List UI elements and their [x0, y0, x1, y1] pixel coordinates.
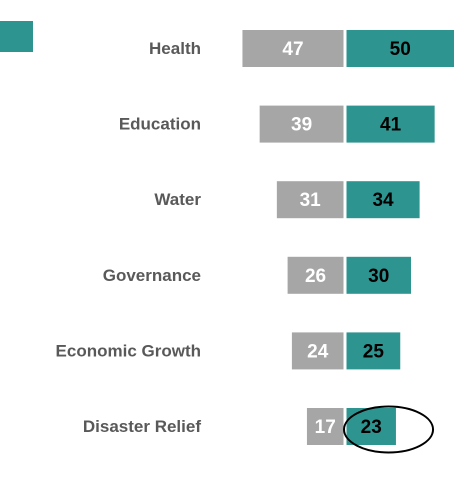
- bar-right-water: [346, 181, 420, 219]
- annotation-circle: [343, 405, 435, 454]
- value-label-left-economic-growth: 24: [307, 341, 329, 362]
- chart-row-education: Education 39 41: [119, 105, 435, 143]
- category-label-health: Health: [149, 39, 201, 58]
- value-label-right-education: 41: [380, 115, 402, 136]
- chart-row-health: Health 47 50: [149, 30, 454, 67]
- category-label-economic-growth: Economic Growth: [56, 341, 201, 360]
- bar-right-economic-growth: [346, 332, 401, 370]
- bar-right-education: [346, 105, 435, 143]
- category-label-water: Water: [154, 190, 201, 209]
- category-label-disaster-relief: Disaster Relief: [83, 417, 201, 436]
- value-label-left-health: 47: [282, 39, 303, 60]
- category-label-governance: Governance: [103, 266, 201, 285]
- chart-row-economic-growth: Economic Growth 24 25: [56, 332, 401, 370]
- chart-row-water: Water 31 34: [154, 181, 420, 219]
- value-label-left-disaster-relief: 17: [315, 417, 336, 438]
- chart-row-governance: Governance 26 30: [103, 256, 411, 294]
- value-label-right-health: 50: [390, 39, 411, 60]
- bar-left-health: [242, 30, 344, 67]
- value-label-right-water: 34: [372, 190, 394, 211]
- legend: [0, 21, 33, 52]
- category-label-education: Education: [119, 115, 201, 134]
- chart-rows: Health 47 50 Education 39 41 Water 31 34 Governan…: [56, 30, 454, 445]
- value-label-left-governance: 26: [305, 266, 326, 287]
- bar-left-economic-growth: [291, 332, 344, 370]
- legend-swatch: [0, 21, 33, 52]
- bar-right-health: [346, 30, 454, 67]
- chart-annotations: [343, 405, 435, 454]
- value-label-left-education: 39: [291, 115, 312, 136]
- bar-right-governance: [346, 256, 411, 294]
- bar-left-disaster-relief: [306, 408, 344, 445]
- value-label-right-economic-growth: 25: [363, 341, 385, 362]
- bar-left-water: [276, 181, 344, 219]
- bar-left-education: [259, 105, 344, 143]
- value-label-right-disaster-relief: 23: [361, 417, 382, 438]
- value-label-left-water: 31: [300, 190, 322, 211]
- value-label-right-governance: 30: [368, 266, 389, 287]
- bar-left-governance: [287, 256, 344, 294]
